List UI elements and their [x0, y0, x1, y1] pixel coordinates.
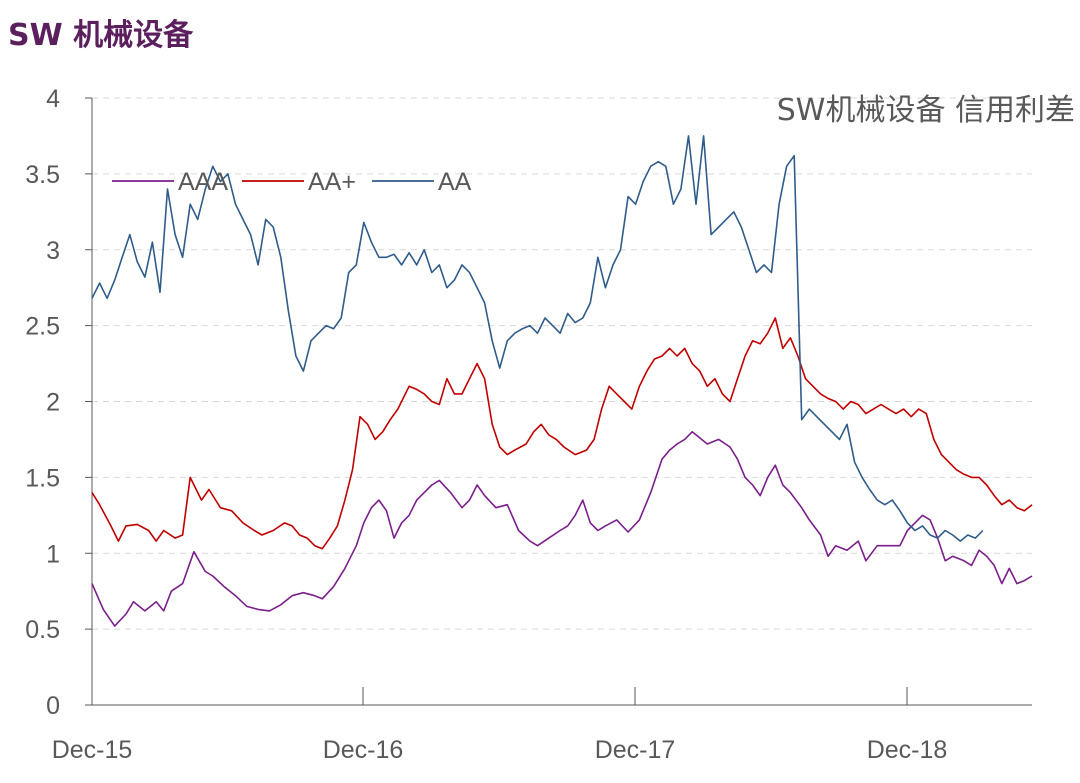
y-tick-label: 3.5 — [25, 161, 60, 189]
legend-label-aa: AA — [438, 168, 472, 196]
x-axis-ticks: Dec-15 Dec-16 Dec-17 Dec-18 — [52, 687, 948, 764]
series-line-aa-plus — [91, 317, 1033, 550]
x-tick-label: Dec-16 — [323, 736, 404, 764]
x-tick-label: Dec-18 — [867, 736, 948, 764]
y-axis-ticks: 0 0.5 1 1.5 2 2.5 3 3.5 4 — [25, 85, 92, 720]
gridlines — [92, 97, 1032, 630]
y-tick-label: 1.5 — [25, 464, 60, 492]
y-tick-label: 2 — [46, 389, 60, 417]
page-title: SW 机械设备 — [8, 18, 194, 53]
y-tick-label: 4 — [46, 85, 60, 113]
y-tick-label: 1 — [46, 540, 60, 568]
series-line-aaa — [91, 431, 1033, 627]
legend-label-aa-plus: AA+ — [308, 168, 356, 196]
x-tick-label: Dec-17 — [595, 736, 676, 764]
series-line-aa — [91, 135, 984, 542]
legend: AAA AA+ AA — [112, 168, 472, 196]
axes — [91, 98, 1032, 706]
x-tick-label: Dec-15 — [52, 736, 133, 764]
y-tick-label: 2.5 — [25, 313, 60, 341]
y-tick-label: 0.5 — [25, 616, 60, 644]
y-tick-label: 0 — [46, 692, 60, 720]
series-lines — [91, 135, 1033, 627]
chart-title: SW机械设备 信用利差 — [777, 93, 1075, 128]
y-tick-label: 3 — [46, 237, 60, 265]
legend-label-aaa: AAA — [178, 168, 228, 196]
